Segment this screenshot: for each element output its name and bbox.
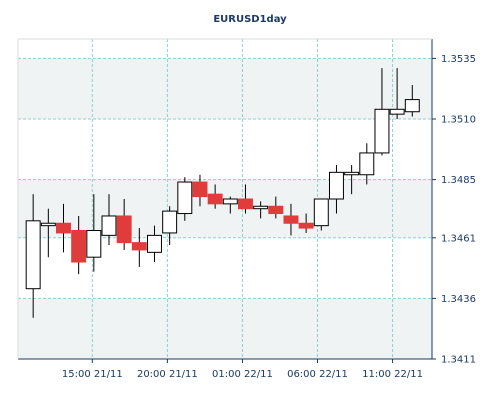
candle-up xyxy=(374,68,390,156)
candle-body xyxy=(40,222,56,227)
candle-up xyxy=(344,165,360,195)
candle-down xyxy=(56,203,71,253)
plot-band xyxy=(18,58,432,119)
candle-body xyxy=(268,205,284,215)
candle-body xyxy=(147,234,162,253)
candle-down xyxy=(71,215,87,275)
candle-body xyxy=(298,222,314,229)
candle-down xyxy=(283,203,299,236)
candle-down xyxy=(116,199,132,250)
candle-body xyxy=(162,210,178,234)
candle-body xyxy=(253,205,269,210)
candle-body xyxy=(116,215,132,244)
candle-up xyxy=(253,201,269,219)
y-tick-label: 1.3485 xyxy=(441,175,476,186)
candle-body xyxy=(192,181,208,198)
candle-body xyxy=(328,171,344,200)
candle-up xyxy=(404,85,420,117)
candle-body xyxy=(344,171,360,176)
candle-down xyxy=(268,196,284,219)
candle-up xyxy=(359,143,375,185)
plot-bands xyxy=(18,39,432,359)
candle-body xyxy=(374,108,390,154)
candle-down xyxy=(192,174,208,207)
y-tick-label: 1.3510 xyxy=(441,115,476,126)
candle-up xyxy=(313,198,329,231)
candle-up xyxy=(389,68,405,119)
y-tick-label: 1.3436 xyxy=(441,294,476,305)
candle-down xyxy=(237,184,253,214)
candle-body xyxy=(222,198,238,205)
plot-band xyxy=(18,298,432,359)
candle-body xyxy=(207,193,223,205)
candle-down xyxy=(131,228,147,267)
plot-band xyxy=(18,179,432,238)
x-tick-label: 20:00 21/11 xyxy=(137,369,198,380)
candle-up xyxy=(328,165,344,214)
y-tick-label: 1.3535 xyxy=(441,54,476,65)
candle-down xyxy=(298,213,314,233)
candle-up xyxy=(25,194,41,318)
candle-up xyxy=(177,177,193,221)
candles xyxy=(25,68,420,318)
candle-up xyxy=(147,225,162,263)
candle-body xyxy=(283,215,299,224)
candle-up xyxy=(101,194,117,246)
candle-body xyxy=(101,215,117,236)
candle-body xyxy=(237,198,253,210)
candle-body xyxy=(313,198,329,227)
candle-body xyxy=(389,108,405,115)
candle-down xyxy=(207,184,223,209)
candle-body xyxy=(404,99,420,113)
candle-body xyxy=(359,152,375,176)
candle-body xyxy=(71,230,87,263)
axes xyxy=(17,38,436,363)
candle-up xyxy=(40,208,56,258)
candle-up xyxy=(162,206,178,246)
candle-up xyxy=(86,194,102,272)
x-tick-label: 06:00 22/11 xyxy=(287,369,348,380)
x-tick-label: 01:00 22/11 xyxy=(212,369,273,380)
x-tick-label: 15:00 21/11 xyxy=(62,369,123,380)
chart-title: EURUSD1day xyxy=(213,14,287,25)
candle-body xyxy=(25,220,41,290)
candle-body xyxy=(86,230,102,258)
x-tick-label: 11:00 22/11 xyxy=(362,369,423,380)
y-tick-label: 1.3411 xyxy=(441,355,476,366)
candle-up xyxy=(222,196,238,214)
tick-labels: 1.3411 1.3436 1.3461 1.3485 1.3510 1.3535 15:0… xyxy=(62,54,476,380)
candle-body xyxy=(56,222,71,234)
y-tick-label: 1.3461 xyxy=(441,233,476,244)
candle-body xyxy=(177,181,193,215)
candle-body xyxy=(131,242,147,251)
